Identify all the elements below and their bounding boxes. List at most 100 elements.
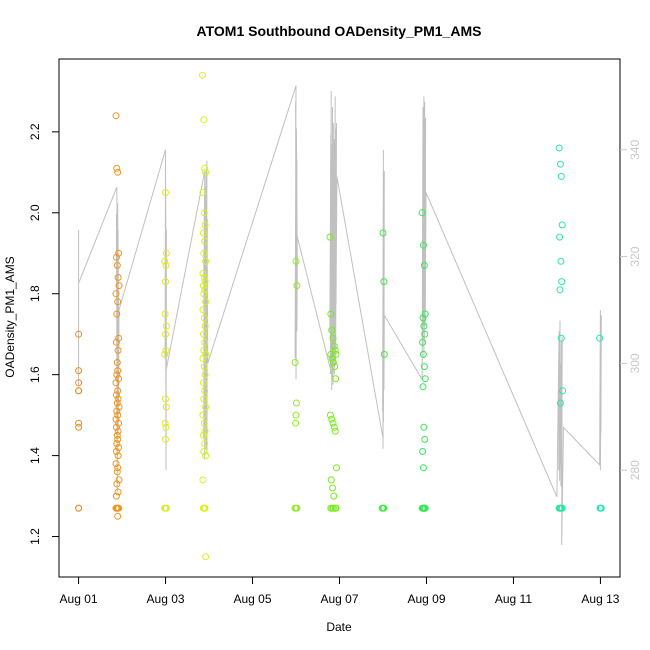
- data-point: [331, 427, 339, 435]
- data-point: [326, 233, 334, 241]
- y-axis-left: 1.2 1.4 1.6 1.8 2.0 2.2: [28, 123, 60, 545]
- data-point: [113, 407, 121, 415]
- data-point: [114, 367, 122, 375]
- data-point: [557, 504, 565, 512]
- y2-tick-label: 340: [628, 139, 642, 159]
- data-point: [202, 168, 210, 176]
- data-point: [293, 282, 301, 290]
- data-point: [202, 298, 210, 306]
- data-point: [557, 172, 565, 180]
- data-point: [115, 282, 123, 290]
- data-point: [161, 419, 169, 427]
- data-point: [420, 423, 428, 431]
- data-point: [114, 488, 122, 496]
- data-point: [420, 322, 428, 330]
- x-axis: Aug 01 Aug 03 Aug 05 Aug 07 Aug 09 Aug 11 Aug …: [60, 576, 620, 606]
- data-point: [199, 411, 207, 419]
- y2-tick-label: 300: [628, 353, 642, 373]
- data-point: [199, 71, 206, 79]
- data-point: [327, 350, 335, 358]
- data-point: [380, 350, 388, 358]
- y2-tick-label: 320: [628, 246, 642, 266]
- data-point: [114, 346, 122, 354]
- data-point: [596, 504, 604, 512]
- data-point: [113, 468, 121, 476]
- data-point: [326, 411, 334, 419]
- data-point: [201, 440, 209, 447]
- data-point: [332, 375, 340, 383]
- data-point: [75, 379, 83, 387]
- data-point: [113, 310, 121, 318]
- data-point: [162, 423, 170, 431]
- data-point: [162, 261, 170, 269]
- data-point: [200, 419, 208, 427]
- data-point: [555, 144, 563, 152]
- y-axis-label: OADensity_PM1_AMS: [3, 256, 17, 377]
- data-point: [113, 359, 121, 366]
- data-point: [161, 310, 169, 318]
- data-point: [421, 435, 429, 443]
- data-point: [162, 189, 169, 196]
- data-point: [200, 209, 208, 217]
- data-point: [556, 233, 564, 241]
- data-point: [596, 334, 604, 342]
- data-point: [115, 249, 123, 257]
- data-point: [418, 209, 426, 217]
- data-point: [419, 350, 427, 358]
- data-point: [331, 346, 339, 354]
- data-point: [201, 338, 209, 346]
- data-point: [115, 403, 123, 411]
- data-point: [112, 391, 120, 399]
- secondary-line: [78, 85, 602, 546]
- x-tick-label: Aug 07: [320, 592, 358, 606]
- data-point: [419, 448, 427, 455]
- data-point: [114, 298, 122, 306]
- data-point: [379, 229, 387, 237]
- data-point: [558, 221, 566, 229]
- data-point: [199, 476, 207, 484]
- data-point: [328, 355, 336, 362]
- data-point: [201, 322, 209, 330]
- data-point: [419, 314, 427, 322]
- data-point: [200, 448, 208, 455]
- data-point: [75, 419, 83, 427]
- x-tick-label: Aug 05: [233, 592, 271, 606]
- x-tick-label: Aug 01: [60, 592, 98, 606]
- data-point: [330, 492, 338, 500]
- data-point: [200, 274, 208, 281]
- data-point: [292, 257, 300, 265]
- data-point: [114, 411, 122, 419]
- y-tick-label: 1.4: [28, 447, 42, 464]
- data-point: [162, 249, 170, 257]
- x-tick-label: Aug 03: [147, 592, 185, 606]
- data-point: [114, 274, 122, 281]
- data-point: [161, 257, 169, 265]
- data-point: [113, 399, 121, 407]
- data-point: [112, 112, 120, 120]
- data-point: [331, 363, 339, 371]
- data-point: [200, 314, 208, 322]
- data-point: [112, 460, 120, 468]
- data-point: [162, 403, 170, 411]
- data-point: [114, 387, 122, 395]
- data-point: [330, 423, 338, 431]
- x-axis-label: Date: [326, 620, 352, 634]
- data-point: [201, 427, 209, 435]
- data-point: [75, 423, 83, 431]
- data-point: [114, 452, 122, 460]
- data-point: [75, 504, 83, 512]
- data-point: [75, 367, 83, 375]
- x-tick-label: Aug 11: [495, 592, 532, 606]
- data-point: [115, 476, 123, 484]
- data-point: [292, 399, 300, 407]
- y2-tick-label: 280: [628, 460, 642, 480]
- data-point: [327, 476, 335, 484]
- data-point: [75, 387, 83, 395]
- y-tick-label: 1.8: [28, 285, 42, 302]
- data-point: [327, 310, 335, 318]
- data-point: [113, 440, 121, 447]
- data-point: [201, 278, 209, 286]
- data-point: [202, 403, 210, 411]
- data-point: [556, 286, 564, 294]
